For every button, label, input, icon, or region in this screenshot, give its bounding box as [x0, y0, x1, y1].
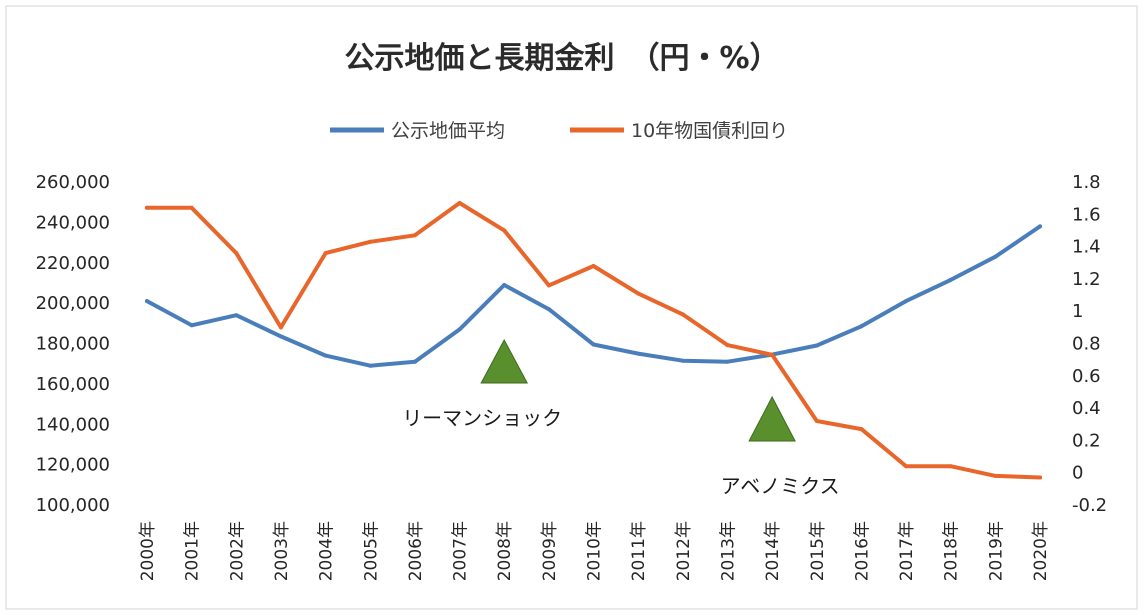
legend-label-land-price: 公示地価平均 [391, 120, 505, 142]
chart-frame [5, 5, 1138, 610]
left-axis-tick-label: 160,000 [36, 374, 110, 395]
left-axis-tick-label: 120,000 [36, 455, 110, 476]
data-point-bond-yield [859, 427, 864, 432]
right-axis: 1.8 1.6 1.4 1.2 1 0.8 0.6 0.4 0.2 0 -0.2 [1072, 172, 1107, 516]
x-axis-tick-label: 2001年 [183, 521, 203, 581]
data-point-land-price [904, 299, 908, 304]
x-axis-tick-label: 2009年 [540, 521, 560, 581]
x-axis-tick-label: 2002年 [227, 521, 247, 581]
annotation-marker-lehman [480, 338, 529, 384]
right-axis-tick-label: 1 [1072, 301, 1083, 322]
data-point-bond-yield [145, 205, 149, 210]
x-axis-tick-label: 2014年 [763, 521, 783, 581]
data-point-bond-yield [770, 352, 775, 357]
x-axis-tick-label: 2015年 [808, 521, 828, 581]
data-point-bond-yield [323, 251, 328, 256]
data-point-land-price [814, 343, 819, 348]
annotation-marker-abenomics [748, 395, 796, 442]
left-axis-tick-label: 180,000 [36, 334, 110, 355]
x-axis-tick-label: 2011年 [629, 521, 649, 581]
data-point-bond-yield [904, 464, 908, 469]
left-axis-tick-label: 220,000 [36, 253, 110, 274]
right-axis-tick-label: -0.2 [1072, 495, 1107, 516]
data-point-land-price [412, 359, 417, 364]
x-axis-tick-label: 2019年 [986, 521, 1006, 581]
data-point-land-price [323, 353, 328, 358]
data-point-land-price [368, 363, 373, 368]
data-point-land-price [145, 299, 149, 304]
series-layer [145, 201, 1042, 480]
data-point-bond-yield [814, 419, 819, 423]
data-point-land-price [636, 351, 641, 356]
legend: 公示地価平均 10年物国債利回り [330, 120, 788, 142]
left-axis-tick-label: 260,000 [36, 172, 110, 193]
x-axis-tick-label: 2005年 [361, 521, 381, 581]
data-point-land-price [680, 358, 685, 363]
left-axis-tick-label: 100,000 [36, 495, 110, 516]
data-point-land-price [725, 359, 730, 364]
x-axis-tick-label: 2008年 [495, 521, 515, 581]
right-axis-tick-label: 0.4 [1072, 398, 1101, 419]
right-axis-tick-label: 1.6 [1072, 204, 1101, 225]
x-axis-tick-label: 2003年 [272, 521, 292, 581]
right-axis-tick-label: 1.2 [1072, 269, 1101, 290]
data-point-bond-yield [948, 464, 953, 469]
x-axis-tick-label: 2018年 [942, 521, 962, 581]
left-axis-tick-label: 200,000 [36, 293, 110, 314]
data-point-bond-yield [680, 312, 685, 317]
x-axis-tick-label: 2017年 [897, 521, 917, 581]
data-point-land-price [457, 327, 462, 332]
data-point-bond-yield [993, 473, 998, 478]
data-point-bond-yield [502, 228, 507, 233]
data-point-bond-yield [591, 264, 596, 268]
left-axis-tick-label: 240,000 [36, 212, 110, 233]
data-point-land-price [546, 307, 551, 312]
right-axis-tick-label: 0.6 [1072, 366, 1101, 387]
legend-label-bond-yield: 10年物国債利回り [631, 120, 788, 142]
x-axis-tick-label: 2000年 [138, 521, 158, 581]
data-point-land-price [189, 323, 194, 328]
data-point-land-price [859, 324, 864, 329]
data-point-bond-yield [636, 291, 641, 296]
x-axis: 2000年 2001年 2002年 2003年 2004年 2005年 2006年 2007年… [138, 521, 1051, 581]
data-point-bond-yield [189, 205, 194, 210]
x-axis-tick-label: 2010年 [585, 521, 605, 581]
data-point-land-price [1038, 224, 1042, 229]
x-axis-tick-label: 2004年 [317, 521, 337, 581]
data-point-bond-yield [1038, 475, 1042, 480]
data-point-land-price [502, 283, 507, 287]
data-point-land-price [234, 313, 239, 318]
data-point-land-price [993, 254, 998, 259]
x-axis-tick-label: 2012年 [674, 521, 694, 581]
x-axis-tick-label: 2006年 [406, 521, 426, 581]
x-axis-tick-label: 2007年 [451, 521, 471, 581]
data-point-bond-yield [278, 325, 283, 330]
data-point-land-price [591, 342, 596, 347]
x-axis-tick-label: 2020年 [1031, 521, 1051, 581]
right-axis-tick-label: 1.4 [1072, 237, 1101, 258]
left-axis-tick-label: 140,000 [36, 414, 110, 435]
data-point-bond-yield [234, 251, 239, 256]
data-point-bond-yield [368, 239, 373, 244]
data-point-bond-yield [725, 343, 730, 348]
right-axis-tick-label: 1.8 [1072, 172, 1101, 193]
annotation-label-abenomics: アベノミクス [721, 474, 840, 498]
chart-title: 公示地価と長期金利 （円・%） [344, 41, 779, 76]
data-point-bond-yield [412, 233, 417, 238]
data-point-bond-yield [457, 201, 462, 205]
annotation-label-lehman: リーマンショック [402, 406, 562, 430]
right-axis-tick-label: 0 [1072, 463, 1083, 484]
right-axis-tick-label: 0.2 [1072, 430, 1101, 451]
right-axis-tick-label: 0.8 [1072, 334, 1101, 355]
data-point-land-price [278, 334, 283, 339]
data-point-bond-yield [546, 283, 551, 288]
left-axis: 260,000 240,000 220,000 200,000 180,000 160,0… [36, 172, 110, 516]
x-axis-tick-label: 2013年 [718, 521, 738, 581]
data-point-land-price [948, 277, 953, 282]
x-axis-tick-label: 2016年 [852, 521, 872, 581]
